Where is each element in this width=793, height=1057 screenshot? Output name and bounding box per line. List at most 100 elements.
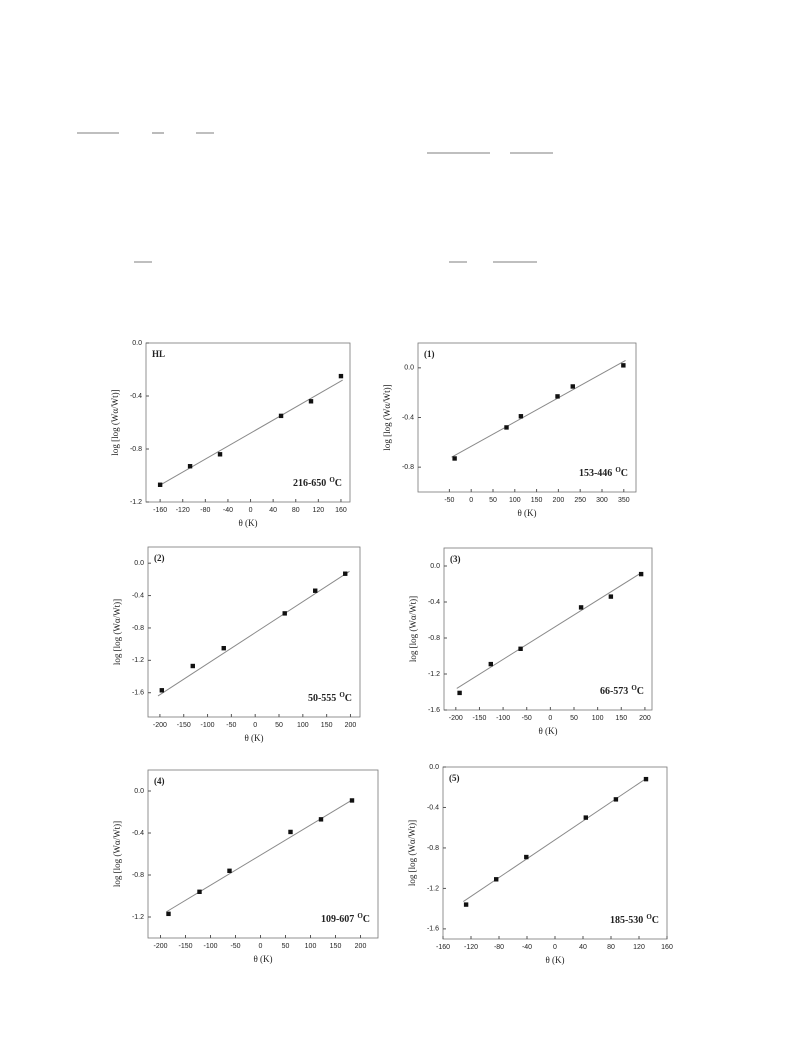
y-tick-label: -0.8 — [132, 872, 144, 879]
x-tick-label: 0 — [548, 715, 552, 722]
x-tick-label: 100 — [592, 715, 604, 722]
data-point — [159, 688, 165, 693]
y-tick-label: -0.4 — [427, 804, 439, 811]
data-point — [608, 594, 614, 599]
data-point — [187, 464, 193, 469]
x-tick-label: 100 — [297, 722, 309, 729]
y-tick-label: 0.0 — [404, 365, 414, 372]
x-tick-label: -120 — [176, 507, 190, 514]
y-axis-label: log [log (Wα/Wt)] — [110, 389, 120, 455]
data-point — [221, 645, 226, 651]
y-tick-label: -0.4 — [428, 599, 440, 606]
x-tick-label: -120 — [464, 944, 478, 951]
plot: -200 -150 -100 -50 0 50 100 150 200 0.0 -0.4 -0.8 -1… — [112, 546, 361, 743]
x-tick-label: -200 — [449, 715, 463, 722]
range-annotation: 109-607 OC — [321, 912, 370, 926]
data-point — [583, 815, 588, 820]
data-point — [282, 611, 287, 616]
x-tick-label: 0 — [553, 944, 557, 951]
plot-frame — [147, 769, 379, 939]
degree-sup: O — [615, 466, 621, 474]
x-tick-label: -50 — [230, 943, 240, 950]
data-point — [518, 646, 523, 651]
x-tick-label: -100 — [496, 715, 510, 722]
fit-line — [456, 571, 643, 689]
x-tick-label: 50 — [570, 715, 578, 722]
panel-label: (5) — [449, 773, 460, 783]
panel-label: (1) — [424, 349, 435, 359]
x-tick-label: 150 — [321, 722, 333, 729]
data-point — [570, 384, 575, 389]
range-text: 216-650 — [293, 478, 326, 489]
x-tick-label: 350 — [618, 497, 630, 504]
data-point — [190, 663, 195, 669]
unit: C — [363, 914, 370, 925]
x-tick-label: 80 — [292, 507, 300, 514]
x-tick-label: 160 — [661, 944, 673, 951]
x-axis-label: θ (K) — [238, 518, 257, 528]
y-tick-label: 0.0 — [134, 788, 144, 795]
plot-frame — [442, 766, 668, 940]
range-text: 153-446 — [579, 468, 612, 479]
x-tick-label: 100 — [509, 497, 521, 504]
y-tick-label: -1.6 — [132, 690, 144, 697]
x-tick-label: 150 — [615, 715, 627, 722]
fit-line — [463, 777, 647, 902]
y-tick-label: -0.8 — [130, 446, 142, 453]
y-tick-label: -0.4 — [132, 830, 144, 837]
x-tick-label: 50 — [489, 497, 497, 504]
x-tick-label: 150 — [531, 497, 543, 504]
x-tick-label: -100 — [201, 722, 215, 729]
data-point — [166, 911, 171, 917]
plot-frame — [145, 342, 351, 503]
x-tick-label: 50 — [275, 722, 283, 729]
x-tick-label: -50 — [444, 497, 454, 504]
data-point — [308, 399, 314, 404]
degree-sup: O — [339, 691, 345, 699]
data-point — [313, 588, 318, 593]
unit: C — [652, 915, 659, 926]
x-axis-label: θ (K) — [253, 954, 272, 964]
x-tick-label: -40 — [223, 507, 233, 514]
x-axis-label: θ (K) — [545, 955, 564, 965]
x-tick-label: -160 — [153, 507, 167, 514]
x-tick-label: -160 — [436, 944, 450, 951]
y-axis-label: log [log (Wα/Wt)] — [407, 820, 417, 886]
plot: -200 -150 -100 -50 0 50 100 150 200 0.0 -0.4 -0.8 -1… — [408, 547, 653, 736]
x-tick-label: 40 — [269, 507, 277, 514]
y-tick-label: -1.6 — [427, 926, 439, 933]
x-tick-label: -40 — [522, 944, 532, 951]
x-tick-label: 80 — [607, 944, 615, 951]
x-tick-label: 250 — [574, 497, 586, 504]
data-point — [524, 854, 529, 860]
y-tick-label: -0.8 — [402, 464, 414, 471]
range-annotation: 153-446 OC — [579, 466, 628, 480]
y-tick-label: -0.8 — [427, 845, 439, 852]
degree-sup: O — [329, 476, 335, 484]
range-text: 109-607 — [321, 914, 354, 925]
y-tick-label: -1.6 — [428, 707, 440, 714]
x-tick-label: -80 — [200, 507, 210, 514]
data-point — [343, 571, 348, 576]
plot: -160 -120 -80 -40 0 40 80 120 160 0.0 -0.4 -0.8 -1.2… — [407, 764, 673, 965]
panel-label: (4) — [154, 776, 165, 786]
range-text: 50-555 — [308, 693, 336, 704]
y-tick-label: -1.2 — [427, 885, 439, 892]
y-tick-label: -1.2 — [132, 914, 144, 921]
y-tick-label: -0.4 — [402, 414, 414, 421]
x-tick-label: -100 — [203, 943, 217, 950]
x-tick-label: 150 — [330, 943, 342, 950]
x-tick-label: 0 — [249, 507, 253, 514]
x-tick-label: 100 — [305, 943, 317, 950]
y-tick-label: 0.0 — [134, 560, 144, 567]
fit-line — [158, 379, 343, 487]
x-tick-label: -150 — [472, 715, 486, 722]
x-tick-label: 160 — [335, 507, 347, 514]
data-point — [278, 413, 284, 419]
range-annotation: 50-555 OC — [308, 691, 352, 705]
data-point — [613, 797, 619, 802]
data-point — [555, 394, 560, 399]
range-text: 66-573 — [600, 686, 628, 697]
x-tick-label: -150 — [177, 722, 191, 729]
